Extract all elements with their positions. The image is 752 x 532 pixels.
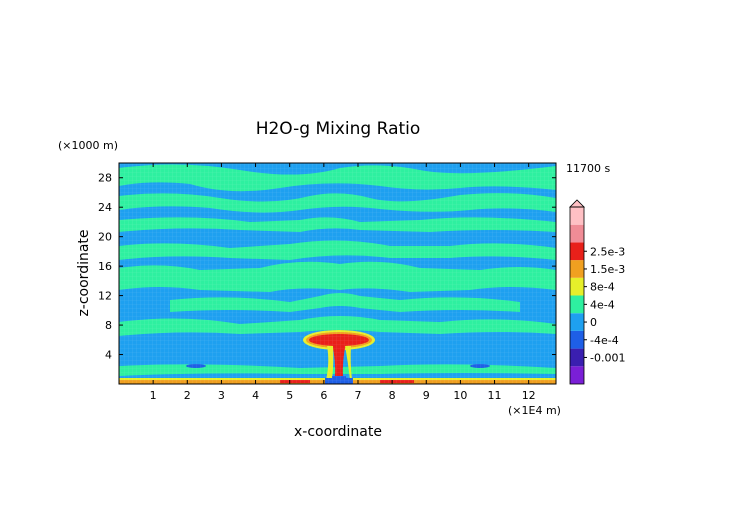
colorbar-swatch — [570, 313, 584, 331]
colorbar-label: 2.5e-3 — [590, 245, 625, 258]
colorbar-label: 1.5e-3 — [590, 263, 625, 276]
x-tick-label: 2 — [184, 389, 191, 402]
chart-title: H2O-g Mixing Ratio — [256, 119, 421, 139]
colorbar-swatch — [570, 330, 584, 349]
x-tick-label: 5 — [286, 389, 293, 402]
time-label: 11700 s — [566, 162, 610, 175]
y-axis: 4 8 12 16 20 24 28 — [98, 172, 556, 362]
colorbar-swatch — [570, 224, 584, 243]
y-tick-label: 12 — [98, 290, 112, 303]
colorbar: 2.5e-3 1.5e-3 8e-4 4e-4 0 -4e-4 -0.001 — [569, 199, 625, 385]
plot-frame — [118, 162, 557, 385]
x-unit-label: (×1E4 m) — [508, 404, 561, 417]
colorbar-swatch — [570, 242, 584, 261]
colorbar-frame — [569, 206, 585, 385]
colorbar-label: -0.001 — [590, 351, 625, 364]
y-unit-label: (×1000 m) — [58, 139, 118, 152]
colorbar-label: 8e-4 — [590, 281, 615, 294]
colorbar-label: 0 — [590, 316, 597, 329]
colorbar-swatch — [570, 366, 584, 384]
y-tick-label: 16 — [98, 260, 112, 273]
x-axis-label: x-coordinate — [294, 424, 382, 440]
y-tick-label: 28 — [98, 172, 112, 185]
x-tick-label: 10 — [453, 389, 467, 402]
y-tick-label: 24 — [98, 201, 112, 214]
x-axis: 1 2 3 4 5 6 7 8 9 10 11 12 — [150, 163, 536, 402]
x-tick-label: 11 — [488, 389, 502, 402]
y-axis-label: z-coordinate — [76, 229, 92, 316]
x-tick-label: 6 — [320, 389, 327, 402]
colorbar-swatch — [570, 348, 584, 367]
x-tick-label: 4 — [252, 389, 259, 402]
x-tick-label: 3 — [218, 389, 225, 402]
colorbar-swatch — [570, 295, 584, 314]
x-tick-label: 9 — [423, 389, 430, 402]
y-tick-label: 20 — [98, 231, 112, 244]
colorbar-arrow — [569, 199, 585, 208]
colorbar-label: 4e-4 — [590, 298, 615, 311]
x-tick-label: 1 — [150, 389, 157, 402]
x-tick-label: 7 — [354, 389, 361, 402]
x-tick-label: 8 — [389, 389, 396, 402]
colorbar-swatch — [570, 207, 584, 225]
colorbar-label: -4e-4 — [590, 334, 619, 347]
y-tick-label: 8 — [105, 319, 112, 332]
colorbar-swatch — [570, 277, 584, 296]
y-tick-label: 4 — [105, 349, 112, 362]
plot-area — [119, 163, 556, 384]
colorbar-swatch — [570, 260, 584, 278]
x-tick-label: 12 — [522, 389, 536, 402]
